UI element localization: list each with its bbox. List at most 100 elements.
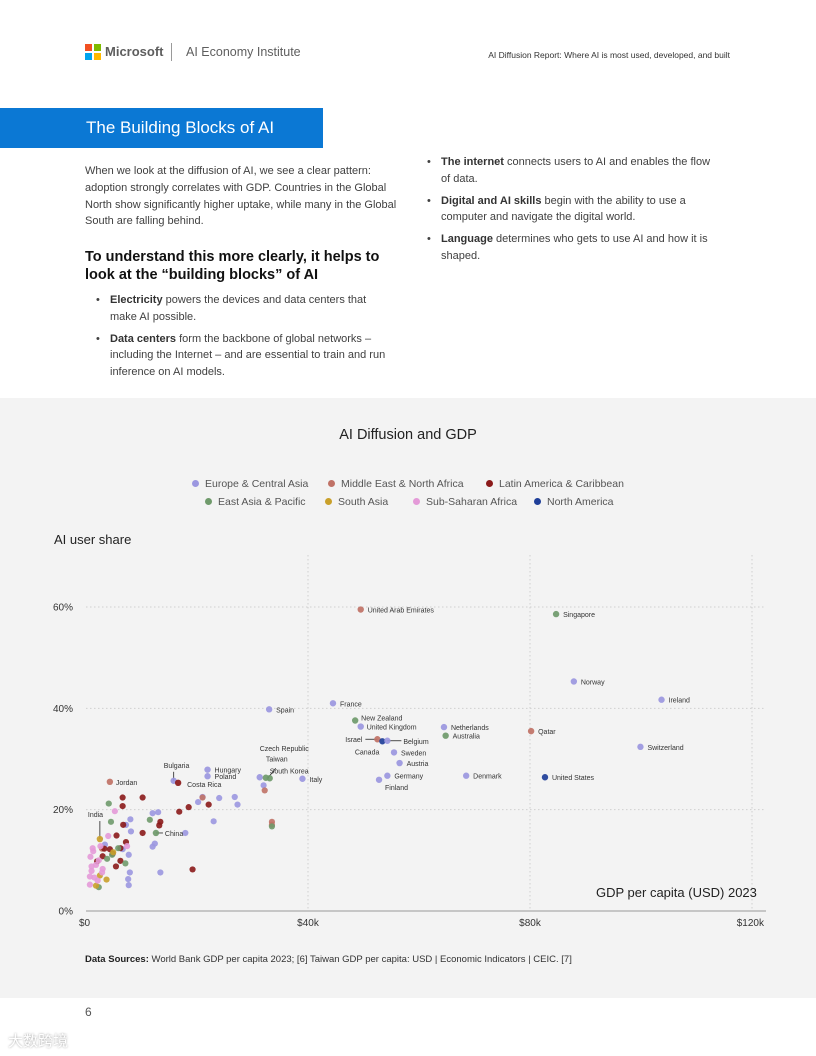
- legend-label: North America: [547, 496, 614, 508]
- data-label: New Zealand: [361, 715, 402, 722]
- data-point: [146, 816, 153, 823]
- sources-label: Data Sources:: [85, 954, 149, 965]
- data-point: [94, 877, 101, 884]
- data-point: [266, 775, 273, 782]
- data-point: [103, 876, 110, 883]
- legend-item: Europe & Central Asia: [192, 478, 308, 490]
- legend-item: South Asia: [325, 496, 388, 508]
- data-point: [122, 860, 129, 867]
- data-point: [149, 810, 156, 817]
- watermark: 大数跨境: [8, 1033, 69, 1050]
- data-label: Qatar: [538, 729, 556, 736]
- data-point: [92, 882, 100, 889]
- data-label: Netherlands: [451, 725, 489, 732]
- logo-square-green: [94, 44, 101, 51]
- legend-item: Middle East & North Africa: [328, 478, 464, 490]
- data-point: [110, 849, 117, 856]
- building-blocks-list-right: The internet connects users to AI and en…: [427, 154, 717, 270]
- list-item-term: The internet: [441, 156, 504, 168]
- data-point: [125, 875, 132, 883]
- list-item-term: Electricity: [110, 294, 163, 306]
- y-tick-label: 0%: [59, 907, 74, 918]
- legend-dot: [325, 498, 332, 505]
- data-label: Switzerland: [647, 745, 683, 752]
- page-number: 6: [85, 1005, 92, 1019]
- data-label: Singapore: [563, 612, 595, 619]
- data-label: Costa Rica: [187, 782, 221, 789]
- logo-square-blue: [85, 53, 92, 60]
- data-label: China: [165, 831, 183, 838]
- x-tick-label: $0: [79, 918, 91, 929]
- legend-dot: [328, 480, 335, 487]
- data-point: [205, 801, 212, 808]
- data-point: [216, 794, 223, 802]
- data-point: [120, 821, 127, 828]
- section-title: The Building Blocks of AI: [86, 118, 275, 137]
- chart-title: AI Diffusion and GDP: [339, 427, 477, 443]
- data-point: [357, 723, 364, 730]
- legend-item: Latin America & Caribbean: [486, 478, 624, 490]
- data-point: [105, 832, 112, 840]
- data-point: [103, 855, 111, 862]
- legend-dot: [534, 498, 541, 505]
- data-point: [87, 853, 94, 860]
- list-item-term: Digital and AI skills: [441, 194, 542, 207]
- x-tick-label: $120k: [737, 918, 765, 929]
- sources-text: World Bank GDP per capita 2023; [6] Taiw…: [148, 954, 572, 965]
- y-axis-title: AI user share: [54, 532, 132, 547]
- list-item-text: determines who gets to use AI and how it…: [441, 233, 708, 262]
- data-point: [88, 863, 95, 870]
- data-label: Sweden: [401, 750, 426, 757]
- data-point: [442, 732, 449, 739]
- data-label: United States: [552, 775, 595, 782]
- legend-label: East Asia & Pacific: [218, 496, 306, 508]
- data-point: [97, 843, 104, 850]
- data-point: [379, 738, 386, 745]
- data-label: United Kingdom: [367, 725, 417, 732]
- data-point: [195, 798, 202, 806]
- brand-name: Microsoft: [105, 44, 164, 59]
- x-tick-label: $80k: [519, 918, 542, 929]
- data-label: Bulgaria: [164, 763, 190, 770]
- data-label: Jordan: [116, 780, 138, 787]
- legend-dot: [413, 498, 420, 505]
- legend-label: South Asia: [338, 496, 389, 508]
- data-point: [265, 706, 273, 713]
- data-point: [98, 869, 106, 876]
- list-item: The internet connects users to AI and en…: [427, 154, 717, 188]
- data-point: [89, 845, 96, 852]
- data-point: [149, 843, 156, 850]
- data-point: [105, 800, 112, 807]
- list-item-text: connects users to AI and enables the flo…: [441, 156, 711, 185]
- legend-dot: [205, 498, 212, 505]
- data-point: [139, 829, 146, 837]
- legend-label: Middle East & North Africa: [341, 478, 464, 490]
- data-point: [157, 869, 164, 876]
- data-sources: Data Sources: World Bank GDP per capita …: [85, 954, 572, 965]
- data-label: Canada: [355, 749, 380, 756]
- data-point: [234, 801, 241, 808]
- data-point: [462, 772, 470, 779]
- data-point: [96, 835, 104, 843]
- data-point: [658, 696, 665, 703]
- list-item-text: form the backbone of global networks – i…: [110, 332, 386, 379]
- data-point: [637, 743, 644, 751]
- data-label: South Korea: [270, 768, 309, 775]
- data-point: [527, 727, 535, 735]
- section-banner: [0, 108, 323, 148]
- data-label: France: [340, 701, 362, 708]
- data-label: India: [88, 812, 103, 819]
- data-label: Belgium: [403, 739, 428, 746]
- data-point: [231, 793, 238, 801]
- data-point: [541, 774, 549, 781]
- data-point: [357, 606, 364, 613]
- data-point: [125, 882, 132, 889]
- data-point: [86, 881, 93, 888]
- data-point: [256, 774, 263, 781]
- data-point: [384, 772, 391, 779]
- data-point: [107, 818, 115, 825]
- data-point: [112, 863, 120, 870]
- data-point: [268, 823, 276, 830]
- data-point: [113, 832, 120, 839]
